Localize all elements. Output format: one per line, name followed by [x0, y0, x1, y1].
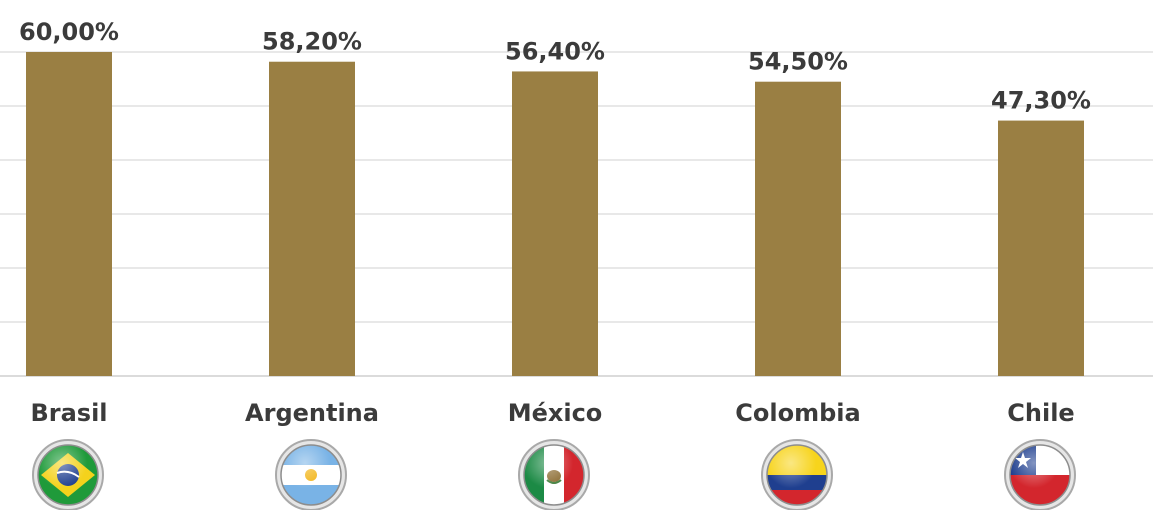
category-labels: Brasil Argentina México Colombia Chile: [30, 399, 1074, 427]
category-label: Colombia: [735, 399, 860, 427]
category-label: Chile: [1007, 399, 1074, 427]
bar-méxico: [512, 71, 598, 376]
argentina-flag-icon: [275, 439, 347, 510]
bar-brasil: [26, 52, 112, 376]
bar-chile: [998, 120, 1084, 376]
bar-colombia: [755, 81, 841, 376]
data-label: 58,20%: [262, 28, 362, 56]
category-label: México: [508, 399, 603, 427]
flags: [32, 439, 1076, 510]
data-label: 60,00%: [19, 18, 119, 46]
colombia-flag-icon: [761, 439, 833, 510]
mexico-flag-icon: [518, 439, 590, 510]
category-label: Brasil: [30, 399, 107, 427]
data-label: 47,30%: [991, 87, 1091, 115]
bars: [26, 52, 1084, 376]
bar-argentina: [269, 61, 355, 376]
brazil-flag-icon: [32, 439, 104, 510]
data-labels: 60,00% 58,20% 56,40% 54,50% 47,30%: [19, 18, 1091, 115]
data-label: 56,40%: [505, 37, 605, 65]
category-label: Argentina: [245, 399, 379, 427]
chile-flag-icon: [1004, 439, 1076, 510]
data-label: 54,50%: [748, 48, 848, 76]
